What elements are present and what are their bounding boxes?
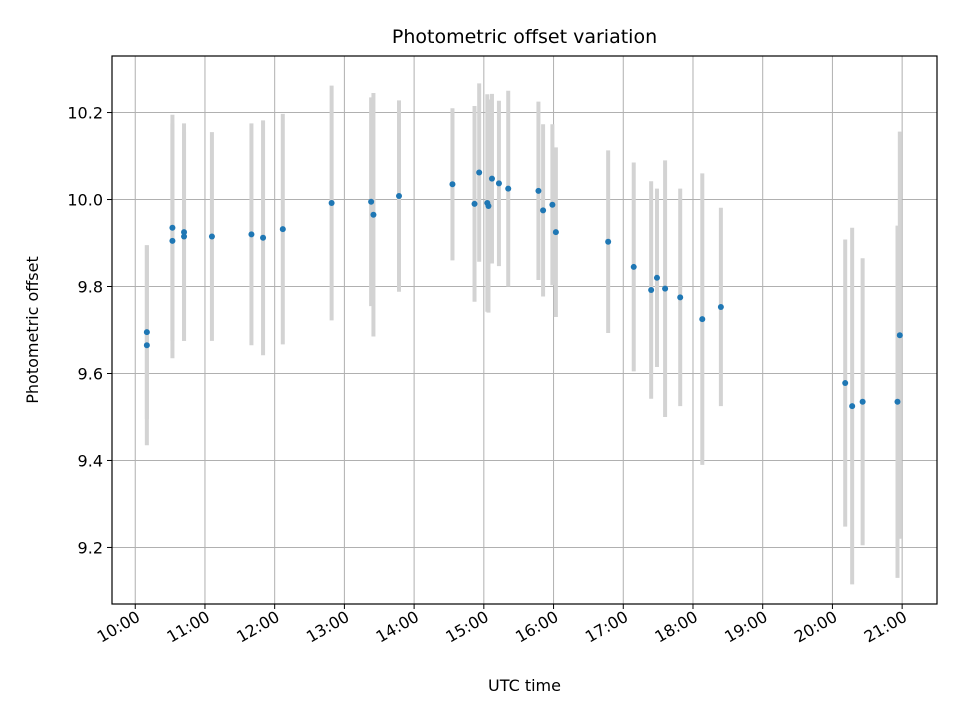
x-tick-label: 13:00 bbox=[303, 607, 352, 647]
data-point bbox=[208, 233, 215, 240]
data-point bbox=[896, 332, 903, 339]
data-point bbox=[143, 329, 150, 336]
data-point bbox=[859, 398, 866, 405]
data-point bbox=[717, 303, 724, 310]
data-point bbox=[181, 229, 188, 236]
x-tick-label: 10:00 bbox=[94, 607, 143, 647]
data-point bbox=[540, 207, 547, 214]
chart-title: Photometric offset variation bbox=[392, 26, 657, 48]
data-point bbox=[605, 238, 612, 245]
data-point bbox=[485, 203, 492, 210]
data-point bbox=[535, 187, 542, 194]
x-tick-label: 19:00 bbox=[721, 607, 770, 647]
data-point bbox=[653, 274, 660, 281]
errorbars bbox=[144, 83, 902, 585]
data-point bbox=[248, 231, 255, 238]
x-tick-label: 21:00 bbox=[861, 607, 910, 647]
x-tick-label: 20:00 bbox=[791, 607, 840, 647]
data-point bbox=[630, 263, 637, 270]
x-tick-label: 17:00 bbox=[582, 607, 631, 647]
data-point bbox=[894, 398, 901, 405]
data-point bbox=[181, 233, 188, 240]
data-point bbox=[471, 200, 478, 207]
data-point bbox=[169, 224, 176, 231]
data-point bbox=[328, 200, 335, 207]
y-tick-label: 9.8 bbox=[78, 278, 103, 297]
x-tick-label: 12:00 bbox=[233, 607, 282, 647]
y-tick-label: 9.4 bbox=[78, 451, 103, 470]
x-tick-label: 16:00 bbox=[512, 607, 561, 647]
data-point bbox=[476, 169, 483, 176]
data-point bbox=[849, 403, 856, 410]
data-point bbox=[648, 286, 655, 293]
data-point bbox=[169, 237, 176, 244]
data-point bbox=[842, 380, 849, 387]
grid bbox=[112, 56, 937, 604]
data-point bbox=[495, 180, 502, 187]
plot-frame bbox=[111, 55, 938, 605]
data-point bbox=[505, 185, 512, 192]
y-axis: 9.2 9.4 9.6 9.8 10.0 10.2 bbox=[67, 104, 112, 557]
data-point bbox=[368, 198, 375, 205]
data-point bbox=[677, 294, 684, 301]
data-point bbox=[449, 181, 456, 188]
x-tick-label: 14:00 bbox=[373, 607, 422, 647]
data-point bbox=[662, 285, 669, 292]
data-point bbox=[552, 229, 559, 236]
y-tick-label: 9.6 bbox=[78, 364, 103, 383]
data-point bbox=[396, 193, 403, 200]
data-point bbox=[370, 211, 377, 218]
y-tick-label: 9.2 bbox=[78, 538, 103, 557]
data-point bbox=[488, 175, 495, 182]
x-tick-label: 18:00 bbox=[652, 607, 701, 647]
x-tick-label: 15:00 bbox=[442, 607, 491, 647]
data-point bbox=[549, 201, 556, 208]
data-point bbox=[279, 226, 286, 233]
data-point bbox=[260, 234, 267, 241]
data-point bbox=[143, 342, 150, 349]
x-axis-label: UTC time bbox=[488, 676, 561, 695]
x-axis: 10:00 11:00 12:00 13:00 14:00 15:00 16:00 17:00… bbox=[94, 604, 910, 647]
x-tick-label: 11:00 bbox=[164, 607, 213, 647]
y-axis-label: Photometric offset bbox=[23, 256, 42, 404]
y-tick-label: 10.0 bbox=[67, 191, 103, 210]
data-point bbox=[699, 316, 706, 323]
y-tick-label: 10.2 bbox=[67, 104, 103, 123]
points bbox=[143, 169, 903, 410]
